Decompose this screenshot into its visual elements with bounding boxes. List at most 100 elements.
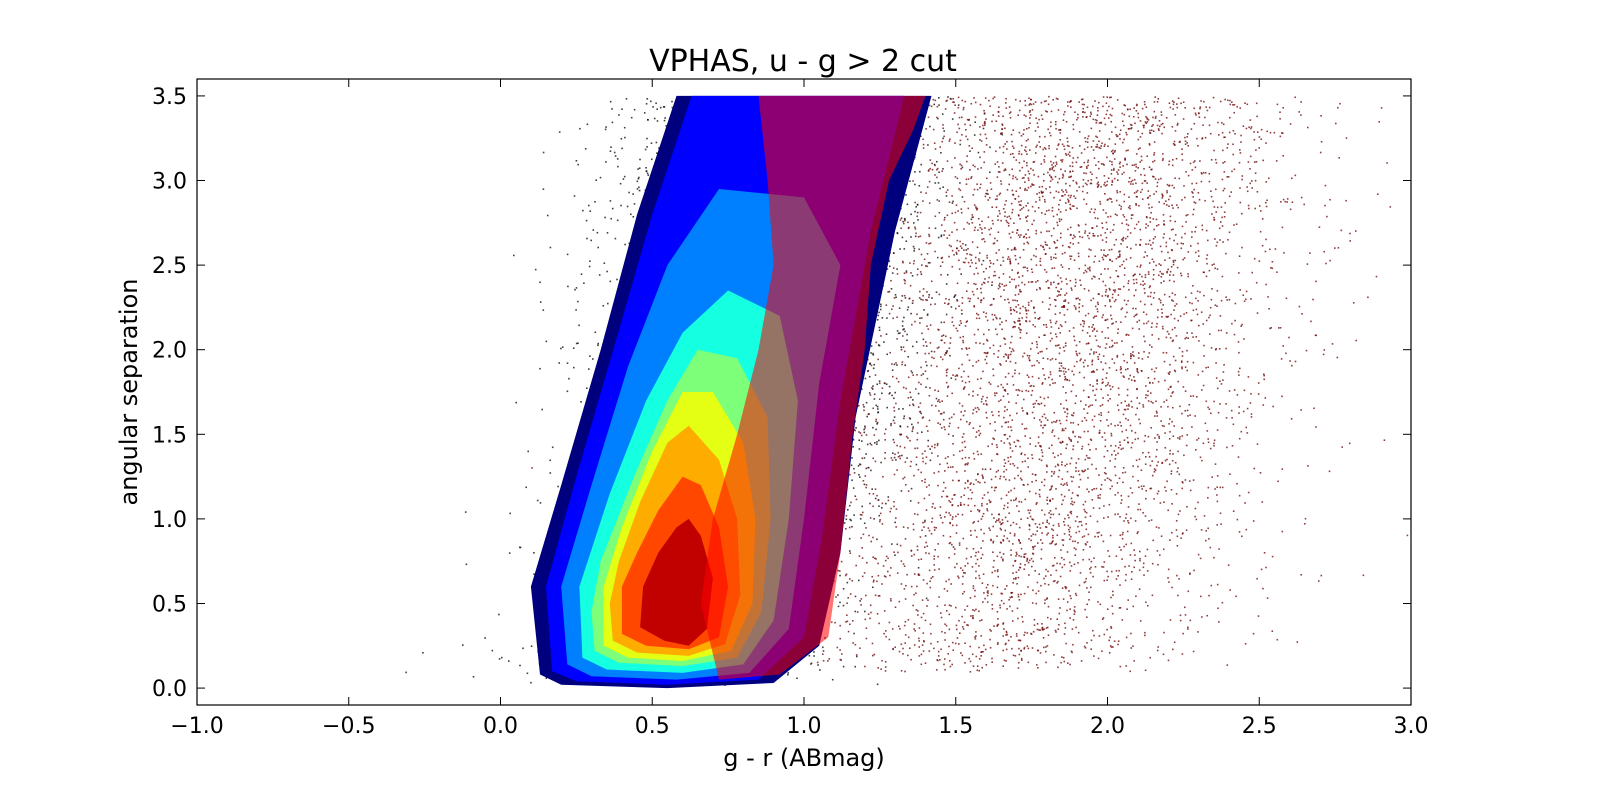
scatter-point xyxy=(843,522,846,524)
scatter-point xyxy=(545,340,548,343)
scatter-point xyxy=(1033,307,1035,309)
scatter-point xyxy=(945,283,948,285)
scatter-point xyxy=(934,227,937,230)
scatter-point xyxy=(935,291,938,293)
scatter-point xyxy=(950,306,953,308)
scatter-point xyxy=(864,610,866,613)
scatter-point xyxy=(589,260,591,262)
scatter-point xyxy=(954,295,956,297)
scatter-point xyxy=(999,317,1001,320)
scatter-point xyxy=(946,350,948,352)
scatter-point xyxy=(611,108,613,110)
scatter-point xyxy=(819,669,821,671)
scatter-point xyxy=(632,193,634,195)
scatter-point xyxy=(655,102,657,105)
scatter-point xyxy=(590,239,592,242)
scatter-point xyxy=(854,495,857,497)
scatter-point xyxy=(876,383,878,386)
scatter-point xyxy=(896,364,898,366)
scatter-point xyxy=(651,158,653,161)
scatter-point xyxy=(878,329,881,331)
scatter-point xyxy=(924,535,927,537)
scatter-point xyxy=(935,397,938,400)
scatter-point xyxy=(852,446,854,448)
scatter-point xyxy=(900,346,902,348)
scatter-point xyxy=(837,605,840,608)
scatter-point xyxy=(956,253,958,255)
scatter-point xyxy=(911,302,914,304)
scatter-point xyxy=(647,119,649,121)
scatter-point xyxy=(616,158,619,160)
scatter-point xyxy=(539,367,541,370)
scatter-point xyxy=(845,518,848,521)
scatter-point xyxy=(940,152,942,154)
scatter-point xyxy=(969,150,971,152)
scatter-point xyxy=(616,278,618,281)
scatter-point xyxy=(644,148,647,151)
scatter-point xyxy=(906,457,908,459)
scatter-point xyxy=(549,246,552,249)
scatter-point xyxy=(638,167,641,169)
scatter-point xyxy=(925,386,927,388)
scatter-point xyxy=(899,248,901,250)
scatter-point xyxy=(573,366,575,369)
scatter-point xyxy=(911,275,914,277)
scatter-point xyxy=(952,200,954,203)
scatter-point xyxy=(852,487,855,489)
scatter-point xyxy=(922,338,925,341)
scatter-point xyxy=(519,546,522,549)
scatter-point xyxy=(656,152,658,154)
scatter-point xyxy=(607,302,609,305)
scatter-point xyxy=(898,307,901,309)
scatter-point xyxy=(542,151,545,154)
scatter-point xyxy=(901,295,904,297)
scatter-point xyxy=(910,236,912,238)
scatter-point xyxy=(912,345,914,348)
scatter-point xyxy=(872,385,874,387)
scatter-point xyxy=(645,103,648,105)
scatter-point xyxy=(917,392,920,395)
scatter-point xyxy=(890,288,893,290)
scatter-point xyxy=(501,656,503,659)
scatter-point xyxy=(896,543,899,546)
scatter-point xyxy=(465,563,468,566)
scatter-point xyxy=(586,123,589,126)
scatter-point xyxy=(625,98,628,100)
scatter-point xyxy=(880,305,882,308)
scatter-point xyxy=(522,647,524,650)
scatter-point xyxy=(597,246,599,249)
scatter-point xyxy=(915,463,918,466)
scatter-point xyxy=(888,260,891,262)
scatter-point xyxy=(885,502,887,505)
scatter-point xyxy=(910,213,912,216)
scatter-point xyxy=(868,392,871,394)
scatter-point xyxy=(876,405,879,408)
scatter-point xyxy=(527,450,529,453)
scatter-point xyxy=(526,672,529,675)
scatter-point xyxy=(937,236,940,239)
scatter-point xyxy=(902,408,904,410)
scatter-point xyxy=(913,222,915,224)
scatter-point xyxy=(422,652,424,654)
scatter-point xyxy=(961,313,963,315)
scatter-point xyxy=(542,309,545,311)
scatter-point xyxy=(894,294,897,296)
scatter-point xyxy=(878,439,880,442)
scatter-point xyxy=(905,270,908,272)
scatter-point xyxy=(588,265,591,268)
scatter-point xyxy=(876,683,879,686)
scatter-point xyxy=(929,125,931,128)
scatter-point xyxy=(861,440,863,442)
scatter-point xyxy=(899,332,901,334)
scatter-point xyxy=(876,441,878,443)
scatter-point xyxy=(922,373,924,375)
scatter-point xyxy=(912,399,914,401)
scatter-point xyxy=(931,297,933,299)
scatter-point xyxy=(856,655,858,658)
scatter-point xyxy=(927,144,929,146)
scatter-point xyxy=(902,220,904,223)
scatter-point xyxy=(813,655,815,657)
scatter-point xyxy=(909,180,911,182)
scatter-point xyxy=(906,333,908,336)
scatter-point xyxy=(610,146,612,148)
